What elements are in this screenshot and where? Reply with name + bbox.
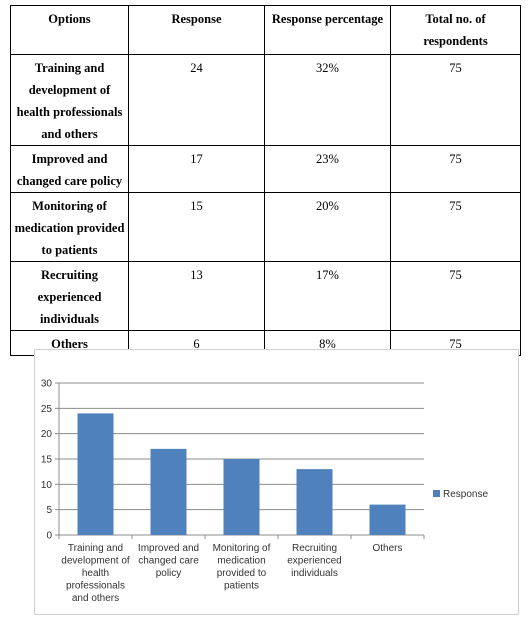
x-category-label-line: professionals [66, 581, 125, 592]
header-response-percentage: Response percentage [264, 5, 391, 55]
x-category-label-line: individuals [291, 568, 338, 579]
response-cell: 17 [128, 145, 265, 193]
y-tick-label: 20 [41, 429, 53, 440]
y-tick-label: 25 [41, 404, 53, 415]
option-cell: Improved and changed care policy [10, 145, 129, 193]
legend-label: Response [443, 489, 488, 500]
bar [223, 459, 260, 535]
percentage-cell: 20% [264, 192, 391, 262]
x-category-label: Recruiting experienced individuals [287, 543, 341, 579]
percentage-cell: 23% [264, 145, 391, 193]
option-cell: Monitoring of medication provided to pat… [10, 192, 129, 262]
response-cell: 15 [128, 192, 265, 262]
x-category-label: Monitoring of medication provided to patien… [213, 543, 271, 592]
x-category-label: Training and development of health professi… [61, 543, 130, 604]
bar [150, 448, 187, 535]
option-line: changed care policy [16, 174, 123, 188]
x-category-label-line: patients [224, 581, 259, 592]
option-line: medication provided [14, 221, 125, 235]
x-category-label-line: medication [217, 556, 265, 567]
table-header-row: Options Response Response percentage Tot… [10, 5, 521, 55]
option-line: individuals [39, 312, 100, 326]
option-line: Others [51, 337, 88, 351]
y-tick-label: 15 [41, 455, 53, 466]
x-category-label-line: Monitoring of [213, 543, 271, 554]
legend-swatch [433, 490, 440, 497]
y-tick-label: 10 [41, 480, 53, 491]
total-cell: 75 [390, 145, 521, 193]
bar-chart: 0 5 10 15 20 25 30 Training and development of he… [34, 349, 519, 615]
option-line: and others [41, 127, 98, 141]
x-category-label-line: Others [372, 543, 402, 554]
y-tick-label: 30 [41, 379, 53, 390]
option-cell: Training and development of health profe… [10, 54, 129, 146]
option-line: experienced [37, 290, 102, 304]
table-row: Improved and changed care policy 17 23% … [10, 145, 521, 193]
table-row: Recruiting experienced individuals 13 17… [10, 261, 521, 331]
chart-svg: 0 5 10 15 20 25 30 Training and development of he… [41, 379, 489, 605]
y-tick-label: 0 [46, 531, 52, 542]
y-tick-label: 5 [46, 505, 52, 516]
option-line: Improved and [31, 152, 108, 166]
total-cell: 75 [390, 54, 521, 146]
option-line: Training and [34, 61, 105, 75]
x-category-label-line: Recruiting [292, 543, 337, 554]
header-total-respondents: Total no. of respondents [390, 5, 521, 55]
bar [296, 469, 333, 535]
bar [77, 413, 114, 535]
x-category-label-line: changed care [138, 556, 199, 567]
total-cell: 75 [390, 192, 521, 262]
x-category-label: Others [372, 543, 402, 554]
x-category-label-line: development of [61, 556, 130, 567]
header-response: Response [128, 5, 265, 55]
x-category-label-line: policy [156, 568, 182, 579]
x-category-label-line: experienced [287, 556, 341, 567]
response-cell: 13 [128, 261, 265, 331]
data-table: Options Response Response percentage Tot… [10, 5, 521, 356]
x-category-label-line: health [82, 568, 109, 579]
percentage-cell: 17% [264, 261, 391, 331]
option-line: to patients [41, 243, 98, 257]
percentage-cell: 32% [264, 54, 391, 146]
header-options: Options [10, 5, 129, 55]
table-row: Training and development of health profe… [10, 54, 521, 146]
option-line: health professionals [16, 105, 123, 119]
x-category-label-line: provided to [217, 568, 267, 579]
x-category-label-line: Improved and [138, 543, 199, 554]
option-cell: Recruiting experienced individuals [10, 261, 129, 331]
x-category-label-line: and others [72, 593, 119, 604]
option-line: Recruiting [41, 268, 98, 282]
bar [369, 504, 406, 535]
total-cell: 75 [390, 261, 521, 331]
option-line: development of [28, 83, 111, 97]
x-category-label: Improved and changed care policy [138, 543, 199, 579]
response-cell: 24 [128, 54, 265, 146]
x-category-label-line: Training and [68, 543, 123, 554]
table-row: Monitoring of medication provided to pat… [10, 192, 521, 262]
option-line: Monitoring of [32, 199, 107, 213]
